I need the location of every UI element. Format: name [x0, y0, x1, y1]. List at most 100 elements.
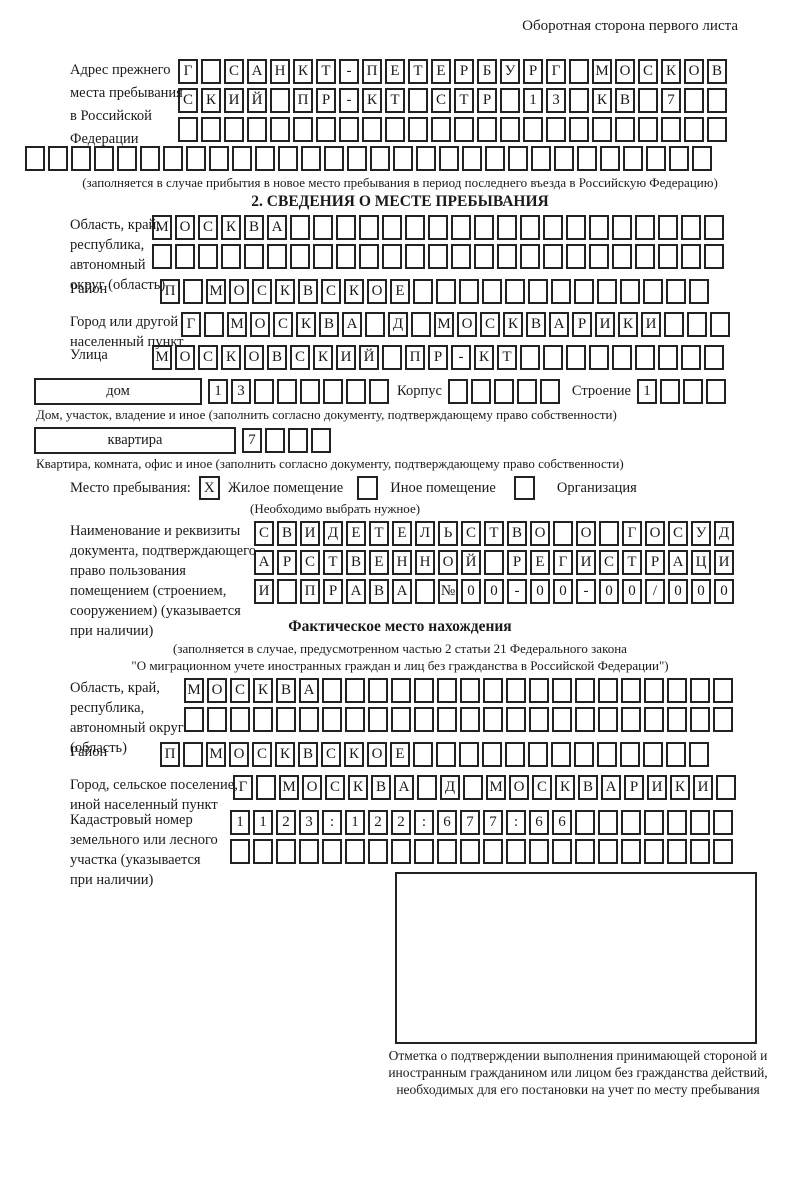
char-box: - — [576, 579, 596, 604]
char-box: К — [618, 312, 638, 337]
char-box — [659, 379, 680, 404]
char-box: / — [645, 579, 665, 604]
char-box — [71, 146, 91, 171]
char-box: С — [599, 550, 619, 575]
char-box — [528, 279, 548, 304]
char-box — [382, 345, 402, 370]
char-box: С — [254, 521, 274, 546]
char-box — [644, 707, 664, 732]
street-label: Улица — [70, 347, 108, 363]
char-box — [408, 88, 428, 113]
char-box — [255, 146, 275, 171]
char-box: 3 — [299, 810, 319, 835]
char-box — [531, 146, 551, 171]
char-box: Т — [323, 550, 343, 575]
checkbox-organization — [513, 476, 535, 500]
char-box: К — [313, 345, 333, 370]
char-box — [474, 244, 494, 269]
char-box — [345, 839, 365, 864]
char-box: № — [438, 579, 458, 604]
char-box: И — [595, 312, 615, 337]
char-box — [612, 345, 632, 370]
char-box — [689, 742, 709, 767]
char-box — [460, 839, 480, 864]
char-box: К — [253, 678, 273, 703]
char-box: Е — [390, 742, 410, 767]
char-box: 0 — [668, 579, 688, 604]
char-box — [382, 244, 402, 269]
char-box: Ь — [438, 521, 458, 546]
char-box — [163, 146, 183, 171]
char-box: А — [392, 579, 412, 604]
char-box — [689, 279, 709, 304]
char-box: 3 — [546, 88, 566, 113]
char-box — [574, 279, 594, 304]
char-box — [589, 345, 609, 370]
char-box — [362, 117, 382, 142]
char-box — [300, 379, 320, 404]
district-label: Район — [70, 281, 108, 297]
char-box: В — [615, 88, 635, 113]
char-box — [451, 244, 471, 269]
char-box — [569, 59, 589, 84]
char-box: Т — [454, 88, 474, 113]
char-box — [346, 379, 366, 404]
char-box: М — [152, 215, 172, 240]
char-box — [716, 775, 736, 800]
char-box — [209, 146, 229, 171]
region-row-2 — [152, 244, 800, 269]
char-box — [690, 707, 710, 732]
char-box: С — [252, 742, 272, 767]
char-box: Д — [323, 521, 343, 546]
char-box — [230, 839, 250, 864]
char-box: О — [530, 521, 550, 546]
char-box: 1 — [208, 379, 228, 404]
char-box — [575, 707, 595, 732]
char-box — [224, 117, 244, 142]
char-box — [198, 244, 218, 269]
char-box — [539, 379, 560, 404]
char-box: С — [461, 521, 481, 546]
region-label: Область, край, республика, автономный ок… — [70, 217, 166, 293]
char-box — [621, 707, 641, 732]
char-box: : — [506, 810, 526, 835]
char-box: А — [668, 550, 688, 575]
char-box — [553, 521, 573, 546]
char-box: В — [369, 579, 389, 604]
char-box: Е — [369, 550, 389, 575]
char-box — [543, 345, 563, 370]
char-box — [690, 839, 710, 864]
char-box: С — [321, 279, 341, 304]
char-box — [256, 775, 276, 800]
char-box: С — [638, 59, 658, 84]
char-box — [313, 244, 333, 269]
region3-label: Область, край, республика, автономный ок… — [70, 680, 184, 756]
char-box — [707, 117, 727, 142]
region3-row-2 — [184, 707, 800, 732]
char-box — [638, 117, 658, 142]
checkbox-other-premises — [357, 476, 379, 500]
char-box — [290, 215, 310, 240]
char-box: О — [438, 550, 458, 575]
apartment-caption: Квартира, комната, офис и иное (заполнит… — [36, 456, 624, 471]
char-box: В — [298, 279, 318, 304]
char-box: И — [714, 550, 734, 575]
char-box — [664, 312, 684, 337]
char-box: - — [507, 579, 527, 604]
char-box: М — [592, 59, 612, 84]
char-box — [505, 279, 525, 304]
char-box: Е — [346, 521, 366, 546]
char-box — [592, 117, 612, 142]
char-box: - — [451, 345, 471, 370]
char-box: 0 — [461, 579, 481, 604]
char-box — [615, 117, 635, 142]
char-box: Е — [385, 59, 405, 84]
char-box — [436, 742, 456, 767]
house-box-label: дом — [34, 378, 202, 405]
char-box: О — [207, 678, 227, 703]
